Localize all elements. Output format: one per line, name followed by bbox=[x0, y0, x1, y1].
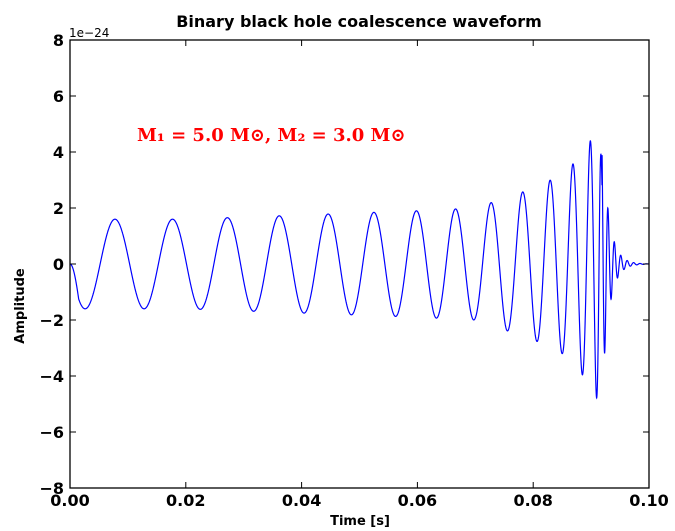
x-tick-label: 0.06 bbox=[398, 491, 437, 510]
chart-title: Binary black hole coalescence waveform bbox=[176, 12, 542, 31]
x-tick-label: 0.02 bbox=[166, 491, 205, 510]
y-tick-label: 2 bbox=[53, 199, 64, 218]
y-tick-label: −2 bbox=[39, 311, 64, 330]
y-tick-label: 4 bbox=[53, 143, 64, 162]
mass-annotation: M₁ = 5.0 M⊙, M₂ = 3.0 M⊙ bbox=[137, 125, 406, 146]
plot-frame bbox=[69, 39, 650, 489]
plot-area bbox=[69, 39, 650, 489]
x-tick-label: 0.10 bbox=[629, 491, 668, 510]
x-tick-label: 0.04 bbox=[282, 491, 321, 510]
x-tick-label: 0.00 bbox=[50, 491, 89, 510]
y-tick-label: 8 bbox=[53, 31, 64, 50]
y-offset-label: 1e−24 bbox=[69, 26, 109, 40]
y-tick-label: 0 bbox=[53, 255, 64, 274]
y-tick-label: −6 bbox=[39, 423, 64, 442]
y-tick-label: −8 bbox=[39, 479, 64, 498]
y-axis-ticks: −8 −6 −4 −2 0 2 4 6 8 bbox=[39, 31, 649, 498]
y-axis-label: Amplitude bbox=[13, 268, 28, 344]
waveform-series-line bbox=[70, 140, 649, 400]
x-tick-label: 0.08 bbox=[513, 491, 552, 510]
x-axis-ticks: 0.00 0.02 0.04 0.06 0.08 0.10 bbox=[50, 40, 669, 510]
x-axis-label: Time [s] bbox=[330, 514, 390, 529]
y-tick-label: 6 bbox=[53, 87, 64, 106]
y-tick-label: −4 bbox=[39, 367, 64, 386]
x-axis-label-text: Time [s] bbox=[330, 514, 390, 529]
